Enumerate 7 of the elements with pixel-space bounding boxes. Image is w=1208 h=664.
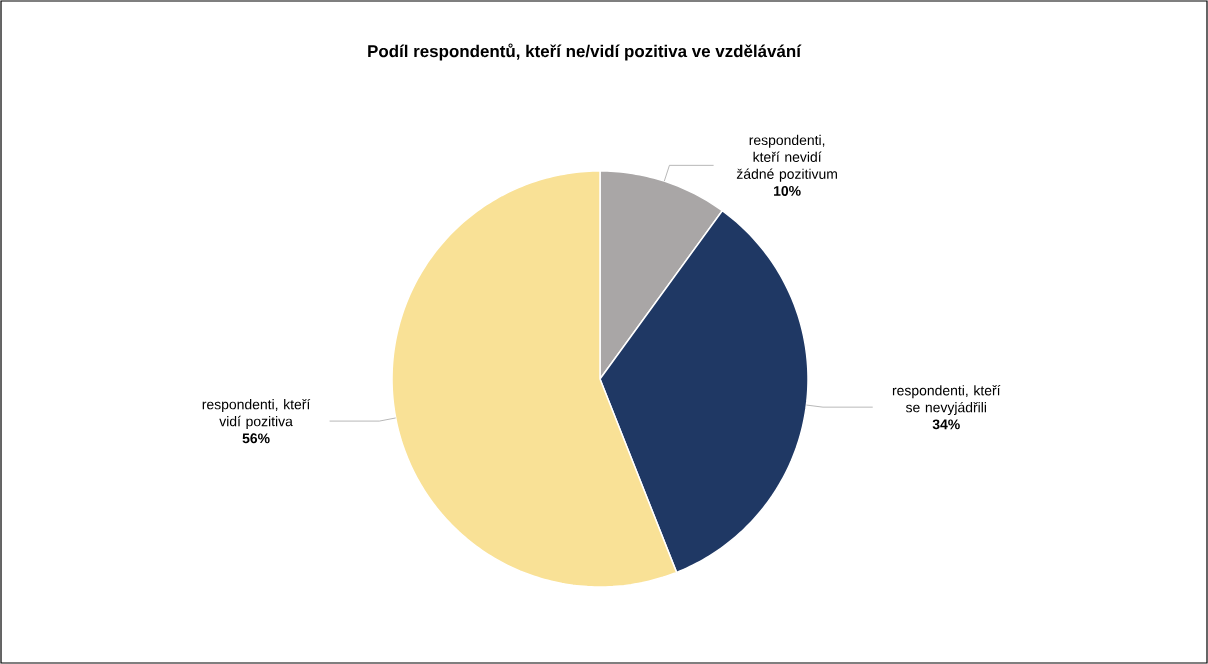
data-label: 56%	[242, 433, 270, 444]
slice-label: respondenti, kteří nevidí žádné pozitivum	[736, 134, 837, 182]
data-label: 34%	[932, 419, 960, 430]
slice-label: respondenti, kteří vidí pozitiva	[202, 398, 311, 430]
data-label: 10%	[774, 185, 801, 196]
slice-label: respondenti, kteří se nevyjádřili	[892, 384, 1001, 416]
chart-title: Podíl respondentů, kteří ne/vidí pozitiva ve vzdělávání	[368, 43, 802, 61]
